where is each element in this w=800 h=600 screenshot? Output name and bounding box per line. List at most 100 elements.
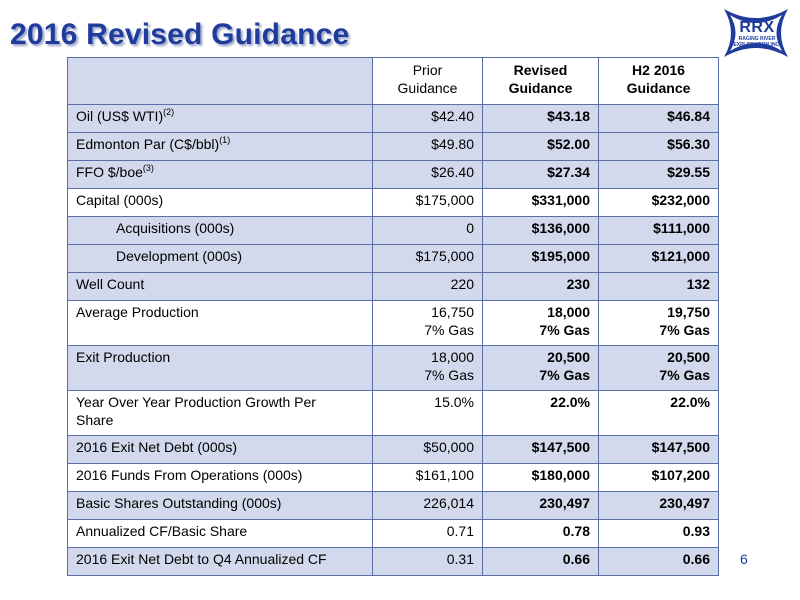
footnote-ref: (2): [163, 107, 175, 117]
h2-value: $29.55: [598, 160, 719, 189]
logo-main-text: RRX: [739, 19, 775, 36]
h2-value: $107,200: [598, 463, 719, 492]
logo-wordmark: RRX RAGING RIVER EXPLORATION INC.: [727, 19, 787, 49]
rrx-cross-logo-icon: [724, 9, 788, 57]
revised-value: $52.00: [482, 132, 599, 161]
h2-value: $121,000: [598, 244, 719, 273]
row-label: FFO $/boe(3): [67, 160, 373, 189]
table-row-capital: Capital (000s) $175,000 $331,000 $232,00…: [67, 188, 719, 217]
row-label: Exit Production: [67, 345, 373, 391]
h2-value: 22.0%: [598, 390, 719, 436]
row-label: Edmonton Par (C$/bbl)(1): [67, 132, 373, 161]
revised-value-line2: 7% Gas: [539, 322, 590, 338]
revised-value: $43.18: [482, 104, 599, 133]
row-label: 2016 Funds From Operations (000s): [67, 463, 373, 492]
header-revised-guidance: Revised Guidance: [482, 57, 599, 105]
table-row-oil: Oil (US$ WTI)(2) $42.40 $43.18 $46.84: [67, 104, 719, 133]
prior-value: 16,750 7% Gas: [372, 300, 483, 346]
prior-value: $49.80: [372, 132, 483, 161]
row-label-text: Oil (US$ WTI): [76, 108, 164, 124]
page-number: 6: [740, 551, 748, 567]
revised-value: 230,497: [482, 491, 599, 520]
prior-value: 226,014: [372, 491, 483, 520]
row-label: Year Over Year Production Growth Per Shar…: [67, 390, 373, 436]
table-row-ffo-boe: FFO $/boe(3) $26.40 $27.34 $29.55: [67, 160, 719, 189]
revised-value: 0.66: [482, 547, 599, 576]
revised-value-line1: 20,500: [547, 349, 590, 365]
revised-value: 0.78: [482, 519, 599, 548]
h2-value-line2: 7% Gas: [659, 367, 710, 383]
table-row-acquisitions: Acquisitions (000s) 0 $136,000 $111,000: [67, 216, 719, 245]
row-label: Development (000s): [67, 244, 373, 273]
table-row-exit-production: Exit Production 18,000 7% Gas 20,500 7% Ga…: [67, 345, 719, 391]
row-label: Capital (000s): [67, 188, 373, 217]
h2-value: 132: [598, 272, 719, 301]
prior-value: $26.40: [372, 160, 483, 189]
revised-value: $180,000: [482, 463, 599, 492]
revised-value: $147,500: [482, 435, 599, 464]
revised-value: 18,000 7% Gas: [482, 300, 599, 346]
h2-value: $46.84: [598, 104, 719, 133]
table-row-development: Development (000s) $175,000 $195,000 $12…: [67, 244, 719, 273]
header-revised-line2: Guidance: [508, 80, 573, 96]
prior-value: $50,000: [372, 435, 483, 464]
h2-value: 20,500 7% Gas: [598, 345, 719, 391]
h2-value: $147,500: [598, 435, 719, 464]
header-prior-line2: Guidance: [397, 80, 458, 96]
header-empty-cell: [67, 57, 373, 105]
row-label: Annualized CF/Basic Share: [67, 519, 373, 548]
h2-value: 230,497: [598, 491, 719, 520]
revised-value: 230: [482, 272, 599, 301]
guidance-table: Prior Guidance Revised Guidance H2 2016 …: [67, 57, 719, 576]
header-h2-guidance: H2 2016 Guidance: [598, 57, 719, 105]
table-row-well-count: Well Count 220 230 132: [67, 272, 719, 301]
h2-value-line1: 19,750: [667, 304, 710, 320]
revised-value: 20,500 7% Gas: [482, 345, 599, 391]
slide-title: 2016 Revised Guidance: [10, 18, 350, 51]
row-label: Average Production: [67, 300, 373, 346]
row-label-line2: Share: [76, 412, 114, 428]
logo-sub-line2: EXPLORATION INC.: [733, 42, 781, 48]
prior-value: $175,000: [372, 244, 483, 273]
table-row-yoy-growth: Year Over Year Production Growth Per Shar…: [67, 390, 719, 436]
footnote-ref: (1): [219, 135, 231, 145]
prior-value-line1: 18,000: [431, 349, 474, 365]
logo-sub-line1: RAGING RIVER: [738, 36, 776, 42]
prior-value: 0.31: [372, 547, 483, 576]
table-row-edmonton-par: Edmonton Par (C$/bbl)(1) $49.80 $52.00 $…: [67, 132, 719, 161]
table-row-exit-net-debt: 2016 Exit Net Debt (000s) $50,000 $147,5…: [67, 435, 719, 464]
table-row-net-debt-to-cf: 2016 Exit Net Debt to Q4 Annualized CF 0…: [67, 547, 719, 576]
header-h2-line2: Guidance: [626, 80, 691, 96]
prior-value-line2: 7% Gas: [424, 322, 474, 338]
revised-value: $195,000: [482, 244, 599, 273]
table-row-funds-from-operations: 2016 Funds From Operations (000s) $161,1…: [67, 463, 719, 492]
prior-value: 18,000 7% Gas: [372, 345, 483, 391]
revised-value-line2: 7% Gas: [539, 367, 590, 383]
row-label-text: FFO $/boe: [76, 164, 143, 180]
header-prior-line1: Prior: [412, 62, 443, 78]
prior-value: $175,000: [372, 188, 483, 217]
prior-value: 0: [372, 216, 483, 245]
table-row-basic-shares: Basic Shares Outstanding (000s) 226,014 …: [67, 491, 719, 520]
h2-value: $111,000: [598, 216, 719, 245]
h2-value-line1: 20,500: [667, 349, 710, 365]
row-label: Well Count: [67, 272, 373, 301]
prior-value-line1: 16,750: [431, 304, 474, 320]
revised-value: $27.34: [482, 160, 599, 189]
prior-value: 15.0%: [372, 390, 483, 436]
header-h2-line1: H2 2016: [632, 62, 685, 78]
prior-value: 220: [372, 272, 483, 301]
row-label: Oil (US$ WTI)(2): [67, 104, 373, 133]
h2-value: 0.66: [598, 547, 719, 576]
table-row-average-production: Average Production 16,750 7% Gas 18,000 7%…: [67, 300, 719, 346]
revised-value: 22.0%: [482, 390, 599, 436]
footnote-ref: (3): [142, 163, 154, 173]
h2-value-line2: 7% Gas: [659, 322, 710, 338]
row-label-line1: Year Over Year Production Growth Per: [76, 394, 316, 410]
prior-value-line2: 7% Gas: [424, 367, 474, 383]
prior-value: $42.40: [372, 104, 483, 133]
row-label: 2016 Exit Net Debt to Q4 Annualized CF: [67, 547, 373, 576]
header-prior-guidance: Prior Guidance: [372, 57, 483, 105]
revised-value: $136,000: [482, 216, 599, 245]
prior-value: $161,100: [372, 463, 483, 492]
